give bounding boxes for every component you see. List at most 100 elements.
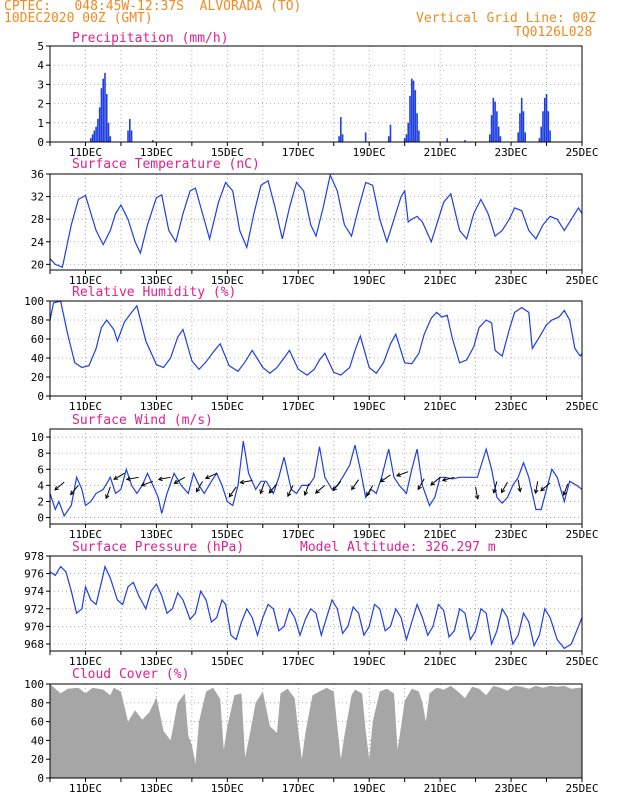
precip-bar: [152, 140, 154, 142]
wind-arrow: [125, 476, 139, 482]
precip-bar: [102, 78, 104, 142]
precip-bar: [97, 118, 99, 142]
precip-bar: [98, 107, 101, 142]
wind-arrow: [69, 485, 79, 496]
precip-bar: [545, 94, 548, 142]
header-date: 10DEC2020 00Z (GMT): [4, 11, 153, 26]
panel-title: Surface Pressure (hPa): [72, 540, 244, 555]
panel-title: Surface Temperature (nC): [72, 157, 260, 172]
y-tick-label: 0: [37, 136, 44, 149]
precip-bar: [338, 136, 340, 142]
x-date-label: 11DEC: [69, 146, 102, 159]
wind-arrow: [173, 476, 186, 484]
wind-arrow: [395, 471, 409, 477]
precip-bar: [416, 113, 418, 142]
precip-bar: [412, 80, 415, 142]
wind-arrow-head: [430, 481, 435, 486]
wind-arrow: [562, 483, 569, 497]
wind-arrow-shaft: [240, 480, 253, 484]
precip-bar: [542, 111, 544, 142]
y-tick-label: 60: [31, 333, 44, 346]
x-date-label: 21DEC: [424, 146, 457, 159]
wind-arrow-shaft: [351, 479, 359, 490]
panel-temperature: [46, 173, 583, 274]
pressure-series-line: [49, 564, 583, 650]
wind-arrow: [492, 481, 498, 494]
precip-bar: [107, 122, 110, 142]
precip-bar: [499, 136, 502, 142]
wind-arrow: [351, 479, 359, 491]
precip-bar: [407, 122, 410, 142]
y-tick-label: 968: [24, 638, 44, 651]
y-tick-label: 24: [31, 236, 45, 249]
precip-bar: [129, 118, 131, 142]
wind-arrow-head: [173, 479, 179, 484]
wind-arrow: [332, 481, 342, 492]
x-date-label: 25DEC: [565, 655, 598, 668]
x-date-label: 23DEC: [495, 528, 528, 541]
x-date-label: 17DEC: [282, 146, 315, 159]
panel-frame: [49, 45, 583, 143]
x-date-label: 25DEC: [565, 274, 598, 287]
header-grid-note: Vertical Grid Line: 00Z: [416, 11, 597, 26]
y-tick-label: 0: [37, 512, 44, 525]
x-date-label: 11DEC: [69, 655, 102, 668]
wind-arrow-head: [562, 490, 568, 497]
wind-arrow-head: [474, 494, 480, 500]
wind-arrow-shaft: [417, 478, 425, 490]
precip-bar: [405, 134, 408, 142]
wind-arrow: [517, 479, 522, 493]
x-date-label: 19DEC: [353, 655, 386, 668]
precip-bar: [403, 138, 406, 142]
precip-bar: [340, 117, 342, 142]
x-date-label: 19DEC: [353, 146, 386, 159]
precip-bar: [127, 130, 129, 142]
y-tick-label: 0: [37, 772, 44, 785]
x-date-label: 11DEC: [69, 400, 102, 413]
y-tick-label: 80: [31, 697, 44, 710]
wind-arrow: [259, 481, 266, 495]
y-tick-label: 3: [37, 78, 44, 91]
wind-arrow-shaft: [54, 481, 65, 491]
x-date-label: 25DEC: [565, 528, 598, 541]
x-date-label: 19DEC: [353, 400, 386, 413]
x-date-label: 13DEC: [140, 655, 173, 668]
precip-bar: [104, 72, 106, 142]
precip-bar: [494, 101, 496, 142]
humidity-series-line: [49, 300, 583, 376]
x-date-label: 25DEC: [565, 782, 598, 795]
wind-arrow-shaft: [287, 485, 294, 497]
wind-arrow-head: [540, 486, 545, 492]
y-tick-label: 972: [24, 603, 44, 616]
wind-arrow-head: [395, 472, 401, 477]
wind-arrow: [140, 480, 154, 487]
x-date-label: 19DEC: [353, 274, 386, 287]
panel-frame: [49, 300, 583, 397]
wind-arrow-shaft: [380, 474, 391, 483]
wind-arrow: [540, 482, 551, 492]
x-date-label: 19DEC: [353, 528, 386, 541]
x-date-label: 25DEC: [565, 400, 598, 413]
header-code: TQ0126L028: [514, 25, 593, 40]
wind-arrow: [303, 483, 310, 497]
x-date-label: 15DEC: [211, 782, 244, 795]
x-date-label: 17DEC: [282, 655, 315, 668]
cloud-cover-area: [50, 684, 582, 778]
precip-bar: [89, 138, 92, 142]
y-tick-label: 1: [37, 117, 44, 130]
wind-arrow: [533, 481, 539, 495]
y-tick-label: 2: [37, 98, 44, 111]
wind-arrow-head: [314, 489, 320, 494]
x-date-label: 15DEC: [211, 274, 244, 287]
precip-bar: [446, 138, 449, 142]
precip-bar: [389, 124, 392, 142]
wind-arrow-shaft: [493, 481, 498, 494]
y-tick-label: 28: [31, 213, 44, 226]
x-date-label: 13DEC: [140, 146, 173, 159]
wind-arrow: [195, 481, 203, 493]
x-date-label: 17DEC: [282, 528, 315, 541]
header-station: CPTEC: 048:45W-12:37S ALVORADA (TO): [4, 0, 302, 14]
panel-wind: [46, 428, 583, 528]
precip-bar: [464, 140, 466, 142]
wind-arrow: [268, 483, 278, 494]
